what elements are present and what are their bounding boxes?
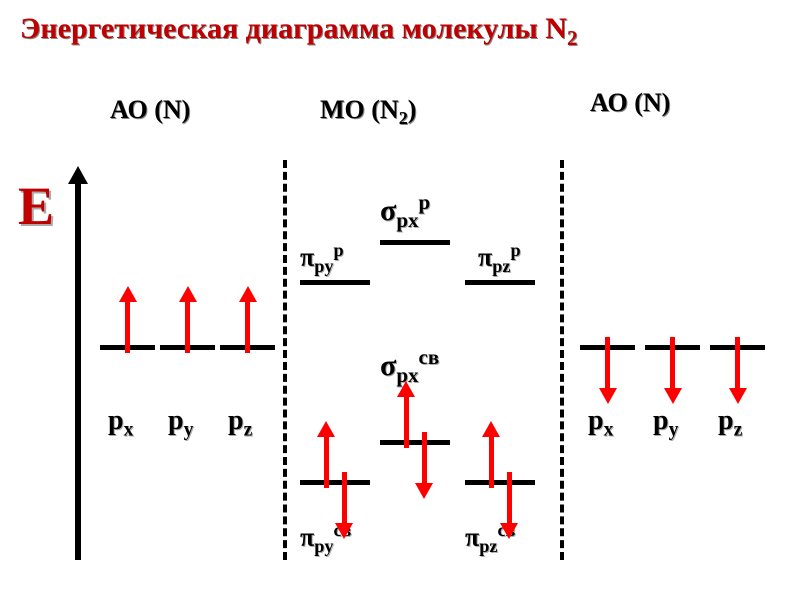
left-ao-label-1: py — [168, 405, 193, 442]
mo-pi-antibonding-0 — [300, 280, 370, 285]
mo-pi-bonding-1-e-up — [489, 433, 494, 488]
mo-pi-bonding-1 — [465, 480, 535, 485]
mo-sigma-bonding-e-up — [404, 393, 409, 448]
mo-pi-antibonding-1 — [465, 280, 535, 285]
left-ao-arrow-1 — [185, 298, 190, 353]
energy-axis-arrowhead — [68, 166, 88, 184]
energy-axis-label: E — [18, 175, 54, 237]
mo-sigma-antibonding — [380, 240, 450, 245]
left-ao-arrow-0 — [125, 298, 130, 353]
left-ao-label-2: pz — [228, 405, 252, 442]
right-ao-label-2: pz — [718, 405, 742, 442]
right-ao-arrow-2 — [735, 337, 740, 392]
right-ao-label-1: py — [653, 405, 678, 442]
right-ao-label-0: px — [588, 405, 613, 442]
mo-pi-bonding-1-e-dn — [507, 472, 512, 527]
mo-pi-bonding-0-e-up — [324, 433, 329, 488]
mo-pi-antibonding-label-0: πpyр — [300, 240, 344, 277]
mo-sigma-bonding — [380, 440, 450, 445]
right-ao-arrow-0 — [605, 337, 610, 392]
header-ao-left: АО (N) — [110, 95, 190, 125]
header-ao-right: АО (N) — [590, 88, 670, 118]
mo-sigma-antibonding-label: σpxр — [380, 190, 430, 233]
mo-pi-bonding-0 — [300, 480, 370, 485]
divider-1 — [560, 160, 564, 560]
left-ao-label-0: px — [108, 405, 133, 442]
mo-diagram: Энергетическая диаграмма молекулы N2 E АО … — [0, 0, 800, 600]
left-ao-arrow-2 — [245, 298, 250, 353]
divider-0 — [283, 160, 287, 560]
energy-axis — [75, 180, 81, 560]
right-ao-arrow-1 — [670, 337, 675, 392]
mo-pi-antibonding-label-1: πpzр — [478, 240, 521, 277]
mo-pi-bonding-0-e-dn — [342, 472, 347, 527]
header-mo: МО (N2) — [320, 95, 416, 129]
diagram-title: Энергетическая диаграмма молекулы N2 — [20, 12, 577, 51]
mo-sigma-bonding-e-dn — [422, 432, 427, 487]
